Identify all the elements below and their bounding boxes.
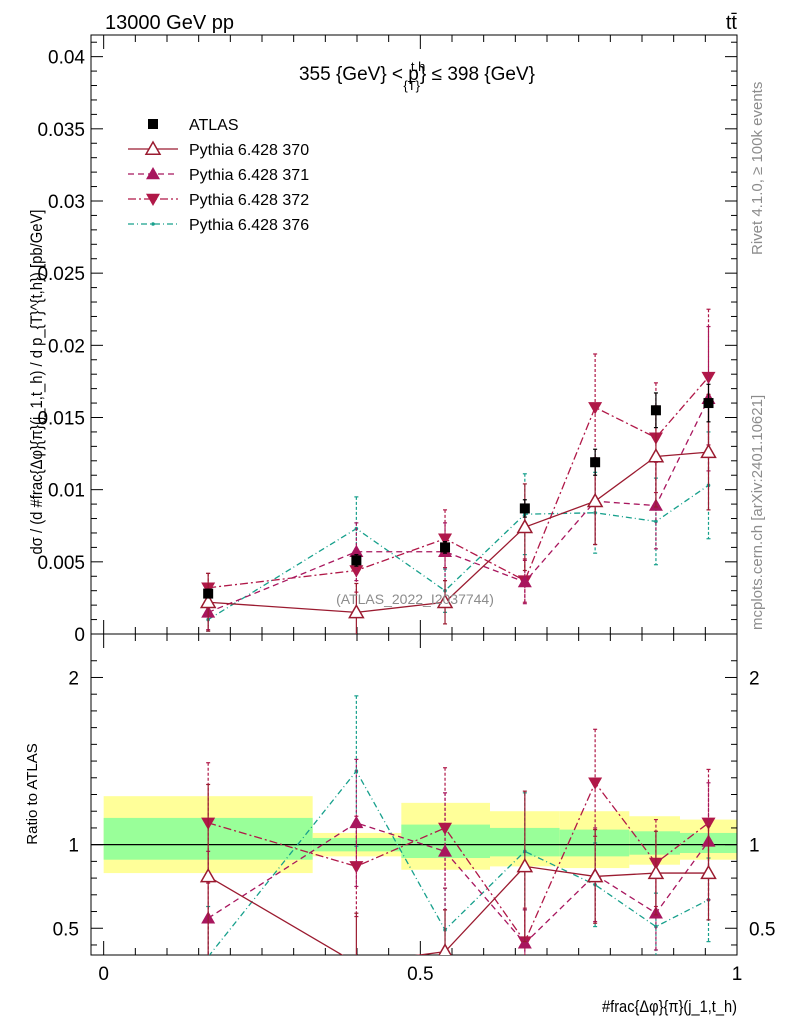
- ratio-y-tick-label-right: 1: [749, 836, 760, 857]
- main-point-data: [519, 503, 530, 514]
- ratio-plot-frame: [90, 633, 738, 956]
- main-line-p371: [207, 398, 710, 613]
- main-point-data: [203, 588, 214, 599]
- legend: ATLAS Pythia 6.428 370 Pythia 6.428 371 Pyt…: [128, 117, 309, 234]
- ratio-line-p370: [207, 865, 709, 955]
- main-point-data: [650, 405, 661, 416]
- legend-label-p371: Pythia 6.428 371: [189, 167, 309, 184]
- main-y-tick-label: 0.025: [37, 264, 85, 285]
- x-tick-label: 1: [732, 964, 743, 985]
- main-y-tick-label: 0.03: [48, 192, 85, 213]
- main-point-p370: [700, 443, 717, 459]
- main-point-p376: [654, 519, 658, 524]
- plot-title-sub: {T}: [403, 78, 420, 93]
- ratio-point-p371: [349, 815, 364, 829]
- ratio-point-p370: [438, 943, 452, 955]
- main-point-p370: [516, 518, 534, 534]
- legend-marker-p376: [151, 222, 155, 226]
- main-y-tick-label: 0.035: [37, 120, 85, 141]
- ratio-point-p372: [588, 777, 603, 790]
- x-axis-label: #frac{Δφ}{π}(j_1,t_h): [602, 997, 737, 1016]
- main-point-p370: [348, 603, 365, 619]
- main-point-data: [351, 555, 362, 566]
- main-point-p372: [349, 565, 364, 578]
- main-line-p370: [208, 451, 709, 614]
- legend-label-data: ATLAS: [189, 117, 239, 134]
- plot-title-pre: 355 {GeV} < p: [299, 64, 419, 85]
- main-y-tick-label: 0.02: [48, 336, 85, 357]
- plot-title: 355 {GeV} < pt,h {T}} ≤ 398 {GeV}: [299, 59, 535, 93]
- main-y-tick-label: 0: [74, 625, 85, 646]
- main-point-p372: [588, 402, 603, 415]
- main-point-p370: [586, 492, 604, 508]
- ratio-y-tick-label-right: 0.5: [749, 919, 775, 940]
- main-point-data: [590, 457, 601, 468]
- ratio-y-axis-label: Ratio to ATLAS: [24, 743, 41, 844]
- main-point-p370: [436, 593, 454, 609]
- ratio-y-tick-label: 0.5: [53, 919, 79, 940]
- main-point-p370: [199, 593, 217, 609]
- main-y-tick-label: 0.015: [37, 408, 85, 429]
- ratio-point-p370: [586, 867, 604, 883]
- ratio-plot-marks: [199, 695, 717, 955]
- main-point-p371: [349, 544, 364, 557]
- plot-title-sup: t,h: [411, 59, 425, 74]
- main-y-tick-label: 0.04: [48, 48, 85, 69]
- legend-label-p372: Pythia 6.428 372: [189, 192, 309, 209]
- legend-marker-p372: [146, 193, 160, 206]
- header-left-label: 13000 GeV pp: [105, 12, 234, 34]
- ratio-uncertainty-bands: [91, 796, 737, 874]
- header-right-label: tt̄: [726, 12, 738, 34]
- main-y-tick-label: 0.005: [37, 553, 85, 574]
- main-y-axis-label: dσ / (d #frac{Δφ}{π}(j_1,t_h) / d p_{T}^…: [27, 210, 46, 555]
- ratio-point-p370: [516, 857, 534, 873]
- main-plot-frame: [90, 34, 738, 635]
- ratio-point-p370: [199, 867, 217, 883]
- legend-marker-p371: [146, 167, 160, 180]
- axes-ticks: 0 0.005 0.01 0.015 0.02 0.025 0.03 0.035 0.04 0 0.…: [37, 35, 775, 985]
- ratio-y-tick-label: 1: [68, 836, 79, 857]
- legend-marker-p370: [144, 140, 162, 155]
- plot-title-post: } ≤ 398 {GeV}: [420, 64, 535, 85]
- main-y-tick-label: 0.01: [48, 481, 85, 502]
- ratio-point-p370: [700, 864, 717, 880]
- analysis-watermark: (ATLAS_2022_I2037744): [336, 591, 494, 607]
- x-tick-label: 0: [98, 964, 109, 985]
- ratio-y-tick-label-right: 2: [749, 668, 760, 689]
- ratio-point-p371: [517, 936, 532, 949]
- ratio-point-p370: [356, 954, 357, 955]
- legend-marker-data: [148, 119, 158, 129]
- main-point-data: [440, 542, 451, 553]
- mcplots-credit-label: mcplots.cern.ch [arXiv:2401.10621]: [749, 395, 766, 630]
- main-plot-marks: [199, 308, 717, 634]
- main-point-p371: [517, 575, 532, 588]
- main-point-data: [703, 398, 714, 409]
- x-tick-label: 0.5: [407, 964, 433, 985]
- legend-label-p370: Pythia 6.428 370: [189, 142, 309, 159]
- legend-label-p376: Pythia 6.428 376: [189, 217, 309, 234]
- ratio-band-green: [629, 831, 680, 855]
- main-point-p370: [647, 447, 665, 463]
- ratio-point-p371: [438, 844, 453, 857]
- ratio-y-tick-label: 2: [68, 668, 79, 689]
- ratio-point-p370: [647, 864, 665, 880]
- rivet-version-label: Rivet 4.1.0, ≥ 100k events: [749, 82, 766, 255]
